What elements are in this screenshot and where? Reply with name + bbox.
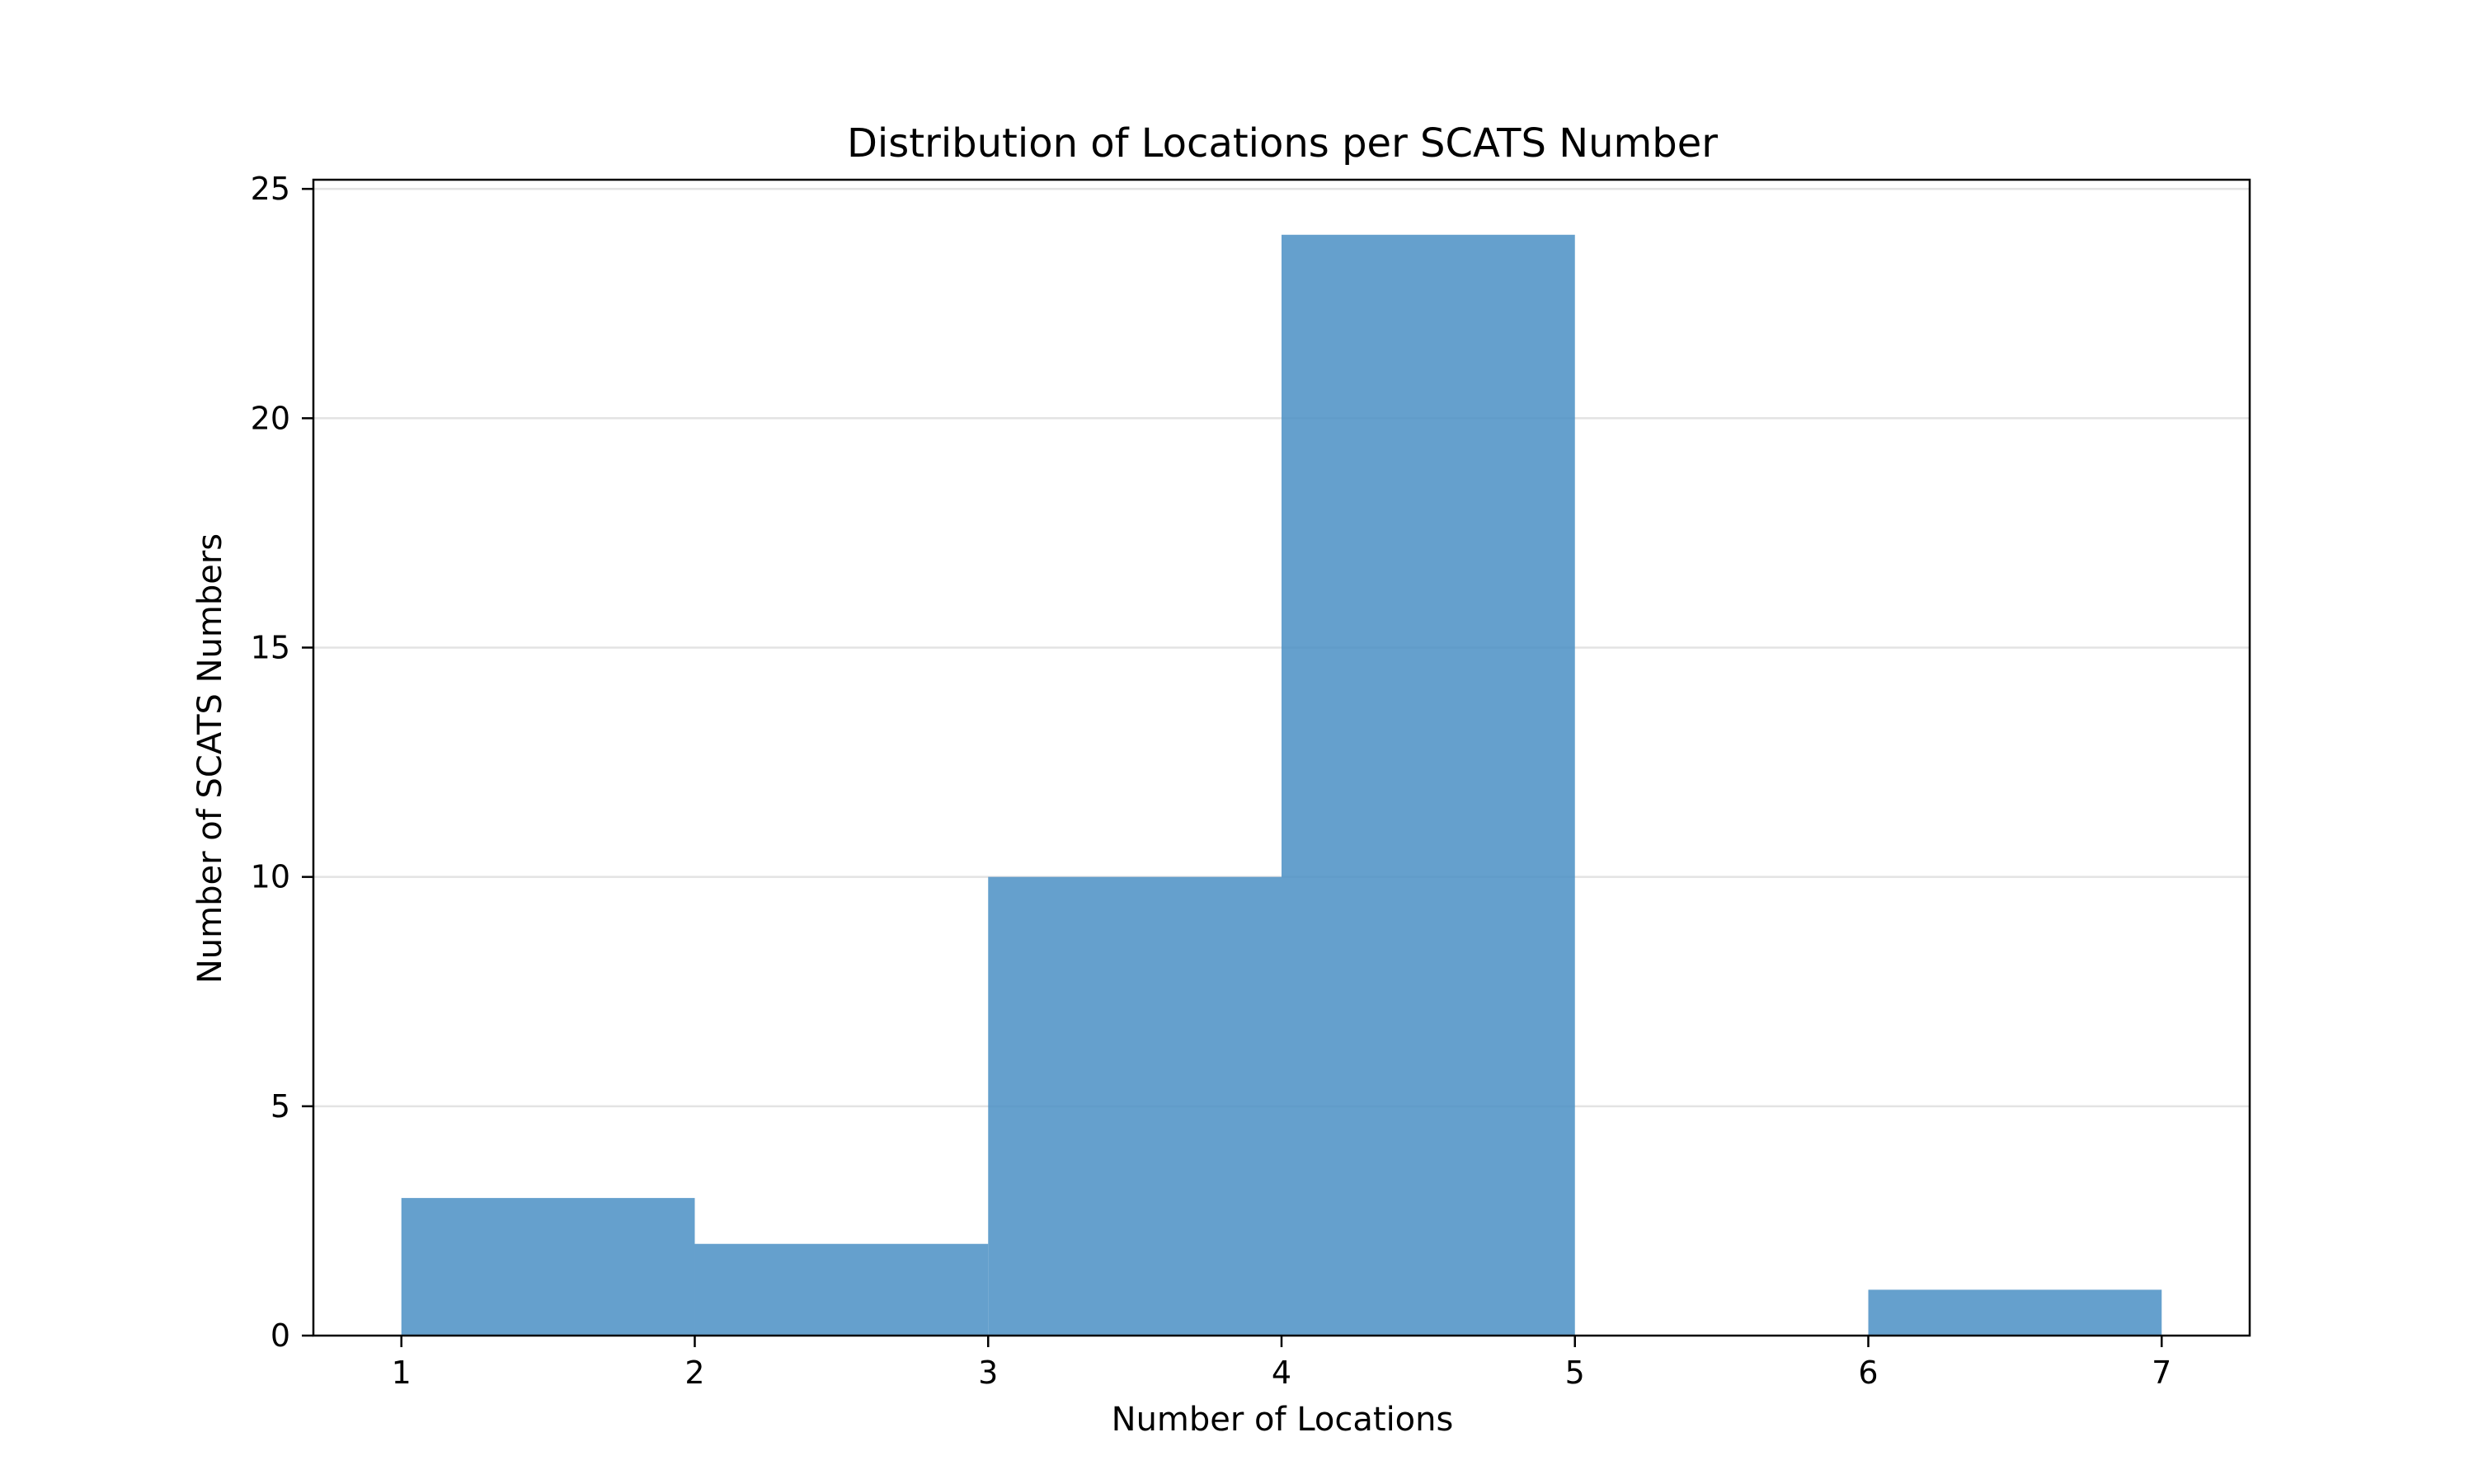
x-tick-label: 6: [1858, 1355, 1878, 1391]
x-tick-label: 1: [392, 1355, 412, 1391]
x-tick-label: 4: [1272, 1355, 1291, 1391]
y-tick-label: 15: [251, 629, 290, 665]
y-tick-label: 20: [251, 400, 290, 436]
histogram-bar: [988, 876, 1282, 1336]
ticks-layer: 1 2 3 4 5 6 7 0 5 10 15 20 25: [251, 171, 2172, 1391]
histogram-bar: [694, 1243, 989, 1336]
histogram-bar: [401, 1198, 695, 1336]
y-tick-label: 0: [270, 1317, 290, 1354]
bars-layer: [401, 234, 2162, 1336]
x-tick-label: 5: [1565, 1355, 1585, 1391]
chart-title: Distribution of Locations per SCATS Numb…: [847, 120, 1718, 167]
y-axis-label: Number of SCATS Numbers: [191, 533, 229, 984]
x-tick-label: 3: [978, 1355, 998, 1391]
histogram-bar: [1868, 1289, 2162, 1336]
x-tick-label: 7: [2152, 1355, 2171, 1391]
y-tick-label: 5: [270, 1088, 290, 1125]
y-tick-label: 25: [251, 171, 290, 207]
y-tick-label: 10: [251, 859, 290, 895]
x-tick-label: 2: [684, 1355, 704, 1391]
x-axis-label: Number of Locations: [1112, 1401, 1454, 1439]
histogram-bar: [1282, 234, 1575, 1336]
